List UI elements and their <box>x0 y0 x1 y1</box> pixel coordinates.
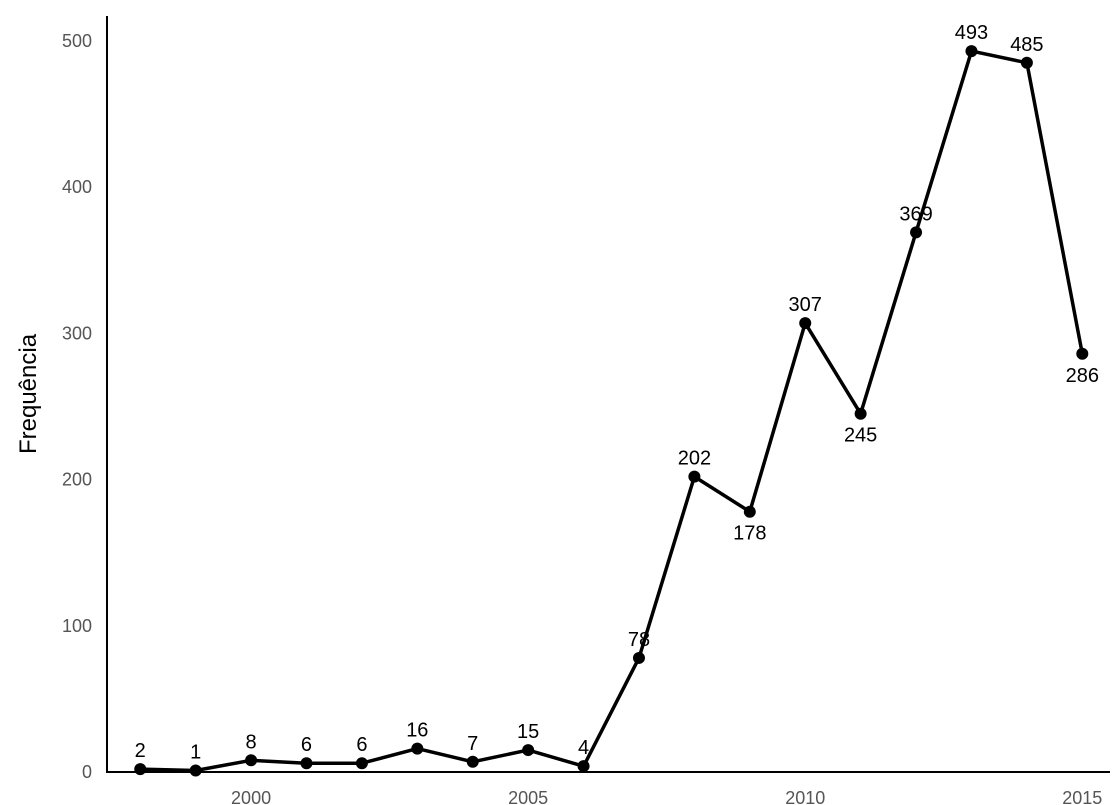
data-label: 245 <box>844 425 877 447</box>
data-label: 493 <box>955 22 988 44</box>
data-point <box>411 742 424 755</box>
data-label: 178 <box>733 523 766 545</box>
data-point <box>522 744 535 757</box>
data-point <box>189 764 202 777</box>
data-label: 6 <box>356 734 367 756</box>
data-label: 2 <box>135 740 146 762</box>
data-label: 1 <box>190 742 201 764</box>
data-label: 6 <box>301 734 312 756</box>
series-line <box>140 49 1085 773</box>
x-tick-label: 2010 <box>785 788 825 805</box>
y-tick-label: 400 <box>62 177 92 197</box>
y-tick-label: 0 <box>82 762 92 782</box>
data-point <box>688 470 701 483</box>
data-label: 7 <box>467 733 478 755</box>
data-points <box>134 45 1089 777</box>
data-point <box>245 754 258 767</box>
y-tick-label: 500 <box>62 31 92 51</box>
data-label: 8 <box>246 731 257 753</box>
data-point <box>134 763 147 776</box>
data-point <box>300 757 313 770</box>
data-label: 4 <box>578 737 589 759</box>
axes <box>106 16 1110 773</box>
data-label: 15 <box>517 721 539 743</box>
data-label: 307 <box>789 294 822 316</box>
data-point <box>799 317 812 330</box>
data-label: 202 <box>678 448 711 470</box>
data-point <box>466 755 479 768</box>
x-tick-label: 2015 <box>1062 788 1102 805</box>
y-tick-label: 100 <box>62 616 92 636</box>
data-point <box>743 505 756 518</box>
y-tick-label: 200 <box>62 470 92 490</box>
x-tick-label: 2005 <box>508 788 548 805</box>
data-labels: 2 1 8 6 6 16 7 15 4 78 202 178 307 245 369 493 485 286 <box>135 22 1099 763</box>
data-point <box>910 226 923 239</box>
series-line-group <box>140 49 1085 773</box>
data-point <box>1020 56 1033 69</box>
data-label: 369 <box>899 203 932 225</box>
x-tick-labels: 2000 2005 2010 2015 <box>231 788 1102 805</box>
y-tick-label: 300 <box>62 323 92 343</box>
data-label: 485 <box>1010 34 1043 56</box>
data-point <box>1076 347 1089 360</box>
data-point <box>632 651 645 664</box>
x-tick-label: 2000 <box>231 788 271 805</box>
data-point <box>965 45 978 58</box>
data-label: 16 <box>406 720 428 742</box>
y-axis-title: Frequência <box>15 333 42 454</box>
data-label: 286 <box>1066 365 1099 387</box>
data-point <box>854 407 867 420</box>
data-point <box>577 760 590 773</box>
data-label: 78 <box>628 629 650 651</box>
data-point <box>355 757 368 770</box>
y-tick-labels: 0 100 200 300 400 500 <box>62 31 92 782</box>
